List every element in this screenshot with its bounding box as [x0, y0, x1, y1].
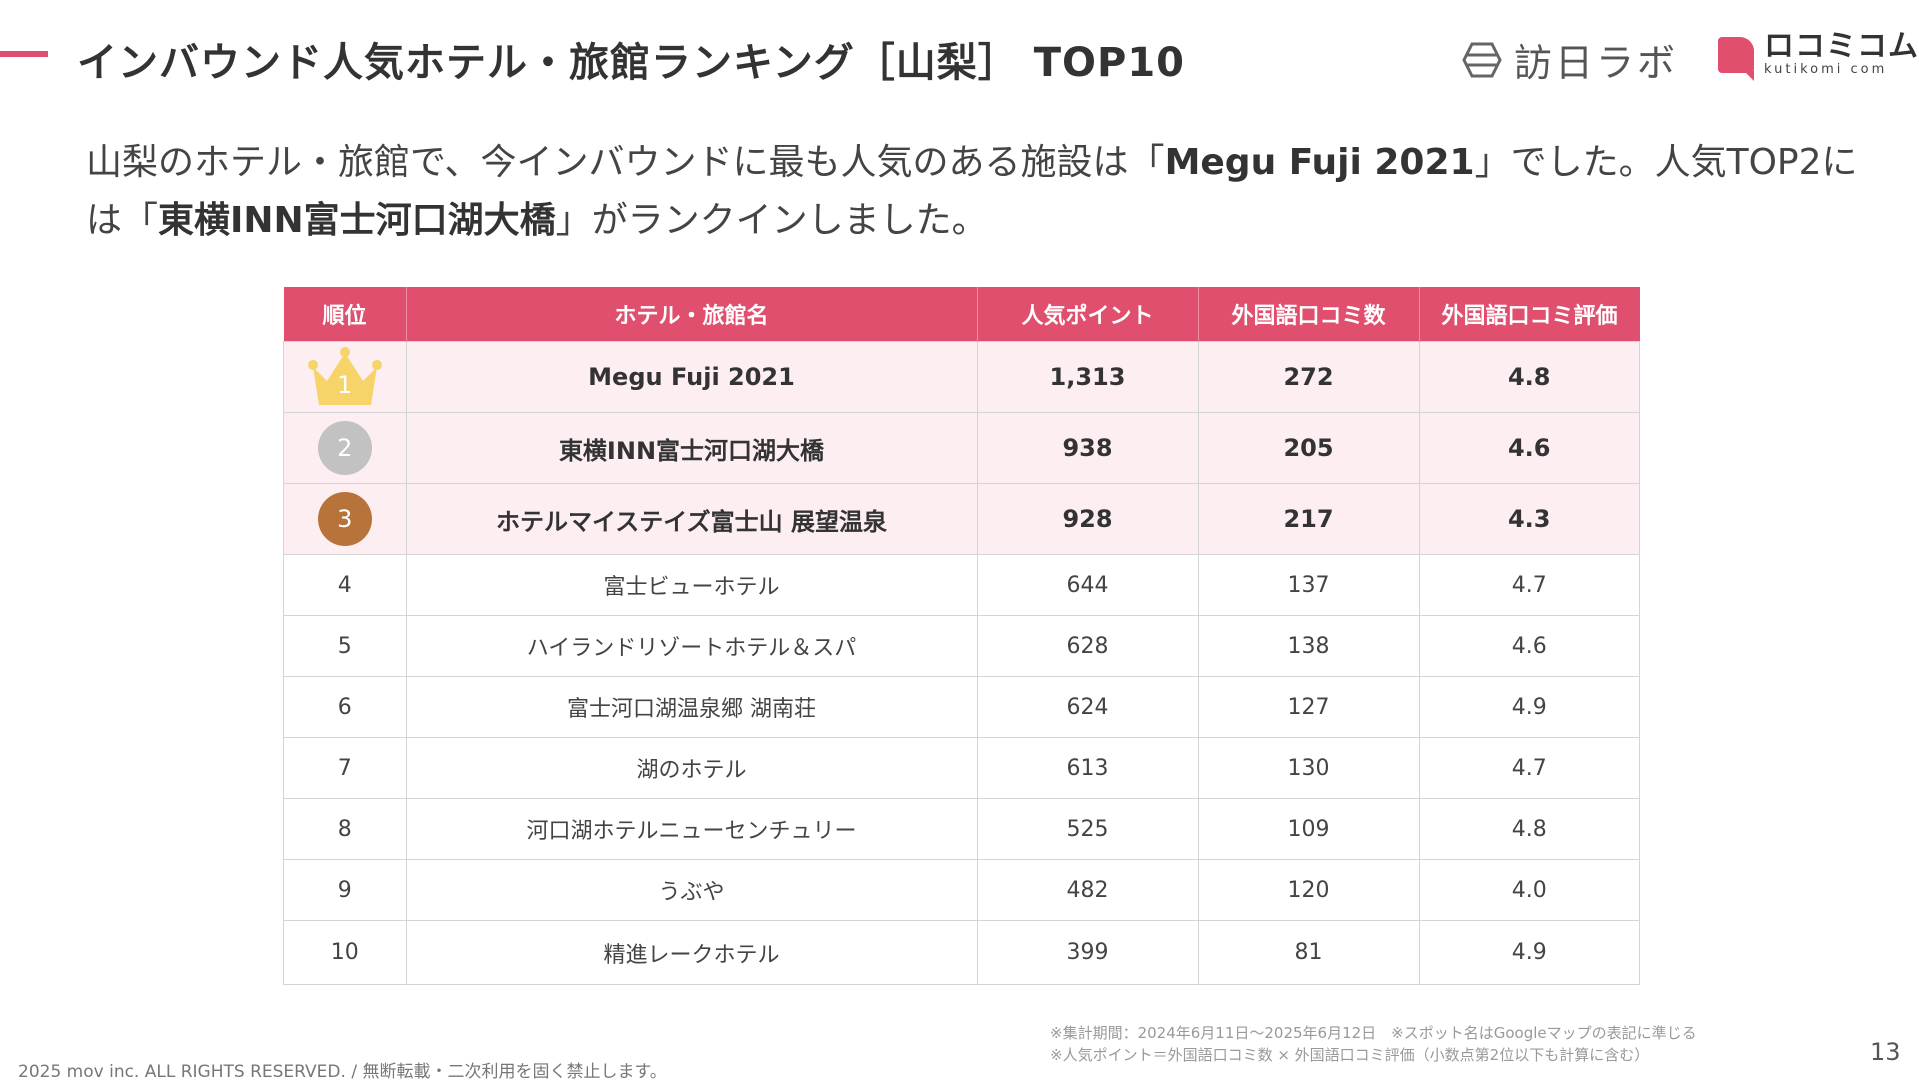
rank-cell: 6	[283, 676, 407, 738]
table-row: 5 ハイランドリゾートホテル＆スパ 628 138 4.6	[283, 615, 1640, 677]
review-rating-cell: 4.7	[1418, 737, 1640, 799]
review-count-cell: 138	[1197, 615, 1420, 677]
header-review-count: 外国語口コミ数	[1198, 287, 1420, 342]
lead-text-1: 山梨のホテル・旅館で、今インバウンドに最も人気のある施設は「	[86, 142, 1165, 183]
review-rating-cell: 4.9	[1418, 920, 1640, 985]
page-number: 13	[1870, 1038, 1901, 1066]
rank-cell: 4	[283, 554, 407, 616]
review-count-cell: 137	[1197, 554, 1420, 616]
hotel-name-cell: 富士河口湖温泉郷 湖南荘	[405, 676, 978, 738]
table-row: 10 精進レークホテル 399 81 4.9	[283, 920, 1640, 985]
table-row: 1 Megu Fuji 2021 1,313 272 4.8	[283, 341, 1640, 413]
lead-text-3: 」がランクインしました。	[555, 200, 988, 241]
hotel-name-cell: うぶや	[405, 859, 978, 921]
review-rating-cell: 4.8	[1418, 798, 1640, 860]
points-cell: 1,313	[976, 341, 1199, 413]
ranking-table: 順位 ホテル・旅館名 人気ポイント 外国語口コミ数 外国語口コミ評価	[283, 287, 1640, 985]
table-row: 8 河口湖ホテルニューセンチュリー 525 109 4.8	[283, 798, 1640, 860]
hotel-name-cell: ハイランドリゾートホテル＆スパ	[405, 615, 978, 677]
hotel-name-cell: 精進レークホテル	[405, 920, 978, 985]
points-cell: 399	[976, 920, 1199, 985]
lead-paragraph: 山梨のホテル・旅館で、今インバウンドに最も人気のある施設は「Megu Fuji …	[86, 134, 1866, 250]
rank-number: 1	[337, 371, 353, 399]
copyright: 2025 mov inc. ALL RIGHTS RESERVED. / 無断転…	[18, 1062, 667, 1080]
table-row: 4 富士ビューホテル 644 137 4.7	[283, 554, 1640, 616]
review-count-cell: 120	[1197, 859, 1420, 921]
review-rating-cell: 4.0	[1418, 859, 1640, 921]
rank-cell: 9	[283, 859, 407, 921]
hotel-name-cell: 河口湖ホテルニューセンチュリー	[405, 798, 978, 860]
lead-top1-name: Megu Fuji 2021	[1164, 142, 1475, 183]
title-accent-bar	[0, 51, 48, 57]
houjin-lab-logo-text: 訪日ラボ	[1514, 41, 1679, 85]
rank-cell: 10	[283, 920, 407, 985]
review-rating-cell: 4.7	[1418, 554, 1640, 616]
footnote-period: ※集計期間：2024年6月11日〜2025年6月12日 ※スポット名はGoogl…	[1050, 1024, 1697, 1042]
review-rating-cell: 4.9	[1418, 676, 1640, 738]
points-cell: 613	[976, 737, 1199, 799]
houjin-lab-logo-icon	[1462, 42, 1502, 77]
silver-medal-icon: 2	[317, 421, 372, 475]
rank-cell: 8	[283, 798, 407, 860]
review-rating-cell: 4.6	[1418, 412, 1640, 484]
hotel-name-cell: 湖のホテル	[405, 737, 978, 799]
kuchikomi-com-logo: ロコミコム kutikomi com	[1718, 29, 1919, 81]
gold-crown-icon: 1	[305, 345, 385, 409]
review-count-cell: 109	[1197, 798, 1420, 860]
review-count-cell: 205	[1197, 412, 1420, 484]
houjin-lab-logo: 訪日ラボ	[1462, 32, 1678, 87]
rank-cell: 2	[283, 412, 407, 484]
footnotes: ※集計期間：2024年6月11日〜2025年6月12日 ※スポット名はGoogl…	[1050, 1022, 1697, 1066]
header-points: 人気ポイント	[977, 287, 1199, 342]
table-row: 2 東横INN富士河口湖大橋 938 205 4.6	[283, 412, 1640, 484]
review-count-cell: 272	[1197, 341, 1420, 413]
header-hotel-name: ホテル・旅館名	[406, 287, 978, 342]
points-cell: 628	[976, 615, 1199, 677]
hotel-name-cell: 富士ビューホテル	[405, 554, 978, 616]
review-rating-cell: 4.6	[1418, 615, 1640, 677]
points-cell: 938	[976, 412, 1199, 484]
hotel-name-cell: Megu Fuji 2021	[405, 341, 978, 413]
review-count-cell: 81	[1197, 920, 1420, 985]
review-count-cell: 217	[1197, 483, 1420, 555]
hotel-name-cell: ホテルマイステイズ富士山 展望温泉	[405, 483, 978, 555]
table-row: 3 ホテルマイステイズ富士山 展望温泉 928 217 4.3	[283, 483, 1640, 555]
points-cell: 482	[976, 859, 1199, 921]
review-rating-cell: 4.8	[1418, 341, 1640, 413]
points-cell: 644	[976, 554, 1199, 616]
page-title: インバウンド人気ホテル・旅館ランキング［山梨］ TOP10	[77, 40, 1185, 86]
rank-cell: 1	[283, 341, 407, 413]
points-cell: 525	[976, 798, 1199, 860]
footnote-formula: ※人気ポイント＝外国語口コミ数 × 外国語口コミ評価（小数点第2位以下も計算に含…	[1050, 1046, 1650, 1064]
points-cell: 928	[976, 483, 1199, 555]
lead-top2-name: 東横INN富士河口湖大橋	[158, 200, 556, 241]
table-row: 7 湖のホテル 613 130 4.7	[283, 737, 1640, 799]
header-rank: 順位	[283, 287, 407, 342]
review-count-cell: 127	[1197, 676, 1420, 738]
table-row: 9 うぶや 482 120 4.0	[283, 859, 1640, 921]
kuchikomi-logo-ja: ロコミコム	[1764, 29, 1919, 64]
points-cell: 624	[976, 676, 1199, 738]
rank-cell: 7	[283, 737, 407, 799]
bronze-medal-icon: 3	[317, 492, 372, 546]
rank-cell: 5	[283, 615, 407, 677]
review-rating-cell: 4.3	[1418, 483, 1640, 555]
header-review-rating: 外国語口コミ評価	[1419, 287, 1640, 342]
table-row: 6 富士河口湖温泉郷 湖南荘 624 127 4.9	[283, 676, 1640, 738]
speech-bubble-icon	[1718, 37, 1754, 81]
lead-text-2: 」でした。人気TOP2には「	[86, 142, 1858, 241]
review-count-cell: 130	[1197, 737, 1420, 799]
hotel-name-cell: 東横INN富士河口湖大橋	[405, 412, 978, 484]
kuchikomi-logo-en: kutikomi com	[1764, 62, 1888, 77]
table-header-row: 順位 ホテル・旅館名 人気ポイント 外国語口コミ数 外国語口コミ評価	[283, 287, 1640, 342]
rank-cell: 3	[283, 483, 407, 555]
